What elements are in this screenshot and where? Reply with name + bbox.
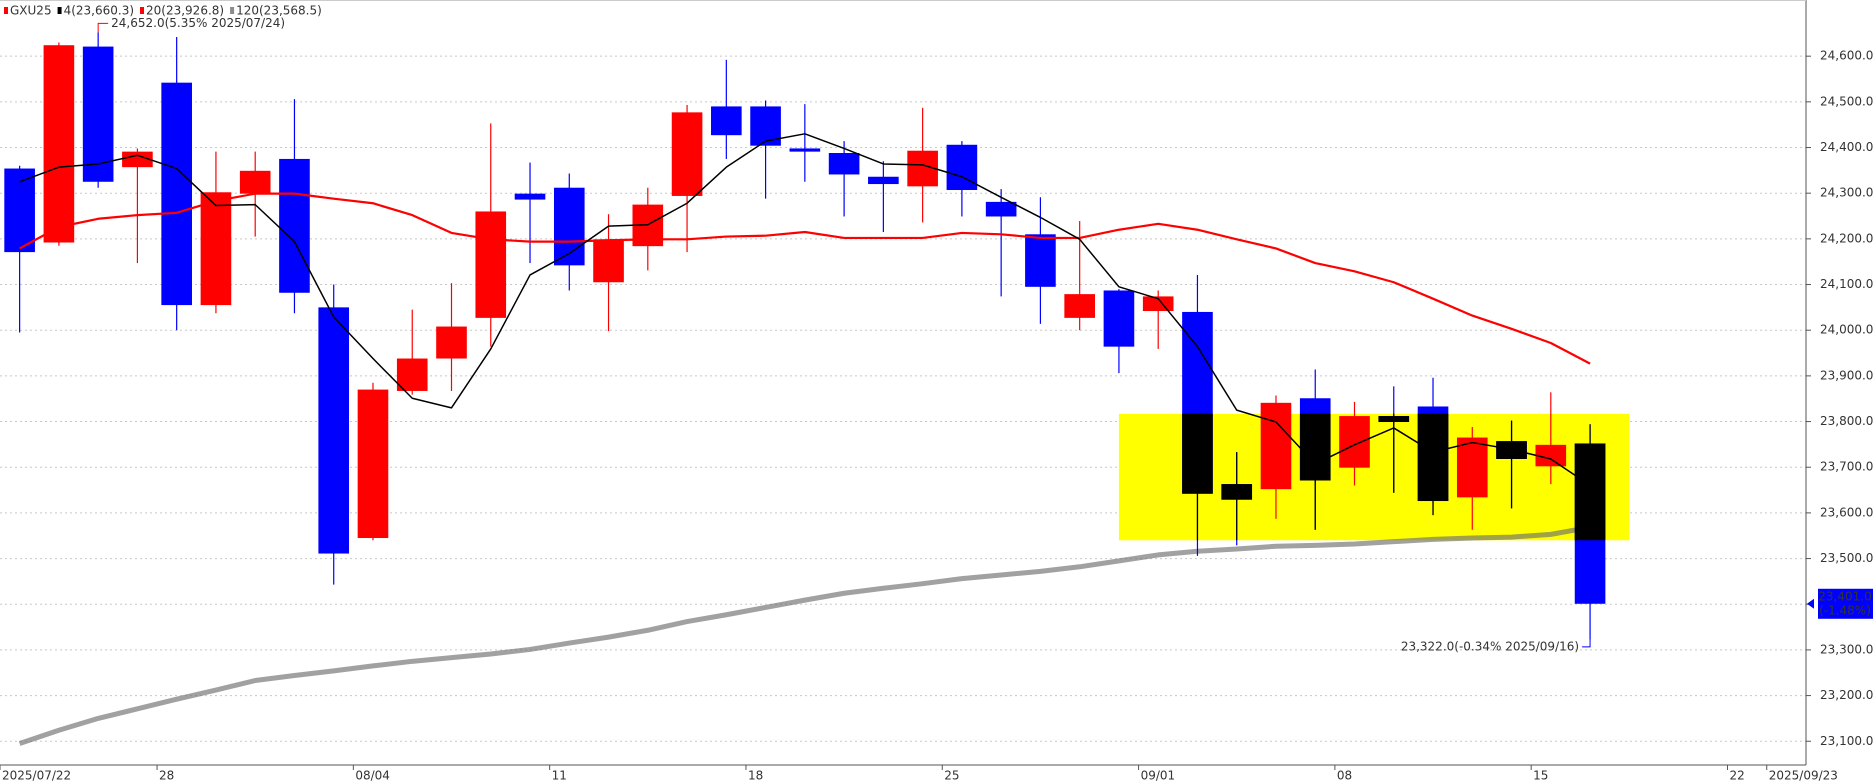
candle-body (1064, 294, 1095, 318)
candle-body (514, 193, 546, 200)
last-price-change: (-1.48%) (1819, 603, 1871, 617)
candle-body (1025, 234, 1056, 287)
y-tick-label: 24,600.0 (1820, 49, 1873, 63)
candle-body (946, 144, 978, 190)
y-tick-label: 24,500.0 (1820, 94, 1873, 108)
x-tick-label: 22 (1729, 769, 1744, 783)
candle-body (1103, 290, 1135, 347)
candle-body (985, 201, 1017, 217)
legend-label: 4(23,660.3) (64, 4, 134, 18)
legend-swatch (4, 7, 8, 14)
moving-average-line (19, 133, 1591, 486)
y-tick-label: 23,900.0 (1820, 368, 1873, 382)
candle-body (318, 307, 350, 554)
candle-body (1417, 413, 1449, 502)
annotation-arrow (1582, 639, 1591, 648)
candle-body (200, 192, 232, 306)
candle-body (671, 112, 703, 196)
legend-label: GXU25 (10, 4, 52, 18)
annotation-arrow (97, 22, 109, 33)
x-tick-label: 15 (1533, 769, 1548, 783)
candle-body (396, 358, 428, 391)
last-price-label: 23,401.0 (1818, 589, 1871, 603)
candle-body (1221, 484, 1253, 500)
candle-body (279, 158, 310, 293)
y-tick-label: 24,400.0 (1820, 140, 1873, 154)
annotation-label: 24,652.0(5.35% 2025/07/24) (111, 16, 285, 30)
candle-body (1535, 444, 1567, 467)
x-tick-label: 25 (944, 769, 959, 783)
x-tick-label: 11 (552, 769, 567, 783)
x-tick-label: 28 (159, 769, 174, 783)
x-tick-label: 08 (1337, 769, 1352, 783)
candle-body (553, 187, 585, 266)
y-tick-label: 24,000.0 (1820, 323, 1873, 337)
candle-body (1574, 443, 1606, 541)
candle-body (1378, 416, 1410, 423)
candle-body (436, 326, 467, 359)
candle-body (475, 211, 507, 318)
candle-body (1299, 413, 1331, 481)
highlighted-candles (1182, 413, 1606, 541)
x-tick-label: 2025/09/23 (1769, 769, 1838, 783)
y-tick-label: 23,800.0 (1820, 414, 1873, 428)
candle-body (711, 106, 742, 136)
y-tick-label: 23,500.0 (1820, 551, 1873, 565)
y-tick-label: 24,100.0 (1820, 277, 1873, 291)
candle-body (357, 389, 389, 539)
annotation-label: 23,322.0(-0.34% 2025/09/16) (1401, 639, 1579, 653)
y-tick-label: 23,600.0 (1820, 505, 1873, 519)
moving-average-line (19, 192, 1591, 365)
x-tick-label: 09/01 (1141, 769, 1176, 783)
legend-label: 120(23,568.5) (236, 4, 322, 18)
legend-swatch (140, 7, 145, 14)
y-tick-label: 23,200.0 (1820, 688, 1873, 702)
candle-body (789, 148, 821, 152)
candle-body (1182, 413, 1213, 494)
x-tick-label: 18 (748, 769, 763, 783)
legend-swatch (57, 7, 62, 14)
candle-body (122, 151, 153, 168)
candle-body (4, 168, 35, 253)
candle-body (828, 153, 860, 175)
last-price-pointer (1807, 598, 1814, 609)
candle-body (82, 46, 114, 182)
candle-body (161, 82, 192, 306)
candle-body (239, 170, 271, 194)
candle-body (43, 45, 75, 243)
x-tick-label: 08/04 (355, 769, 390, 783)
y-tick-label: 23,300.0 (1820, 642, 1873, 656)
y-tick-label: 24,300.0 (1820, 186, 1873, 200)
candle-body (1260, 402, 1292, 490)
x-tick-label: 2025/07/22 (2, 769, 71, 783)
moving-average-line (18, 524, 1591, 746)
y-tick-label: 24,200.0 (1820, 231, 1873, 245)
candle-body (1339, 416, 1370, 468)
legend-swatch (230, 7, 235, 14)
y-tick-label: 23,700.0 (1820, 460, 1873, 474)
last-price-box (1818, 588, 1873, 619)
candle-body (593, 239, 624, 283)
y-tick-label: 23,100.0 (1820, 734, 1873, 748)
legend-label: 20(23,926.8) (146, 4, 224, 18)
candle-body (868, 176, 899, 185)
candle-body (1456, 437, 1488, 498)
